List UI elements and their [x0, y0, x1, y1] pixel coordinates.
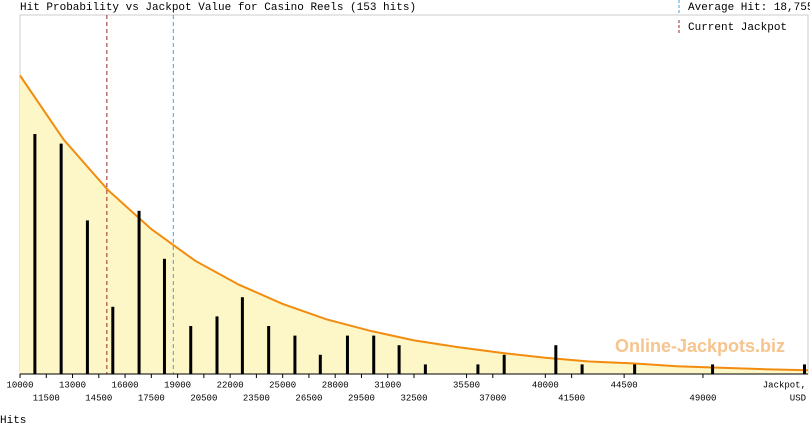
x-tick-label: 32500 [400, 393, 427, 403]
bar [318, 354, 322, 374]
x-tick-label: 35500 [453, 380, 480, 390]
bar [397, 345, 401, 374]
bar [554, 345, 558, 374]
bar [59, 143, 63, 374]
x-tick-label: 41500 [558, 393, 585, 403]
rug-label: Hits [0, 415, 26, 425]
bar [189, 326, 193, 374]
chart-title: Hit Probability vs Jackpot Value for Cas… [20, 2, 416, 14]
legend-label: Average Hit: 18,755 [688, 2, 810, 14]
bar [85, 220, 89, 374]
bar [423, 364, 427, 374]
bar [267, 326, 271, 374]
bar [240, 297, 244, 374]
x-tick-label: 44500 [611, 380, 638, 390]
x-tick-label: 17500 [138, 393, 165, 403]
x-tick-label: 10000 [6, 380, 33, 390]
x-tick-label: 14500 [85, 393, 112, 403]
x-tick-label: 37000 [479, 393, 506, 403]
x-tick-label: 25000 [269, 380, 296, 390]
x-tick-label: 16000 [112, 380, 139, 390]
curve-area [20, 75, 808, 374]
bar [580, 364, 584, 374]
bar [345, 335, 349, 374]
x-axis-label: USD [790, 393, 806, 403]
bar [111, 306, 115, 374]
bar [502, 354, 506, 374]
bar [215, 316, 219, 374]
x-tick-label: 26500 [295, 393, 322, 403]
x-tick-label: 11500 [33, 393, 60, 403]
x-tick-label: 20500 [190, 393, 217, 403]
x-tick-label: 49000 [689, 393, 716, 403]
bar [137, 210, 141, 374]
x-tick-label: 13000 [59, 380, 86, 390]
x-axis-label: Jackpot, [763, 380, 806, 390]
x-tick-label: 22000 [217, 380, 244, 390]
bar [162, 258, 166, 374]
bar [802, 364, 806, 374]
curve-line [19, 74, 809, 372]
x-tick-label: 28000 [322, 380, 349, 390]
x-tick-label: 31000 [374, 380, 401, 390]
x-tick-label: 19000 [164, 380, 191, 390]
x-tick-label: 40000 [532, 380, 559, 390]
bar [372, 335, 376, 374]
bar [293, 335, 297, 374]
bar [476, 364, 480, 374]
watermark: Online-Jackpots.biz [615, 336, 785, 356]
legend-label: Current Jackpot [688, 22, 787, 34]
bar [711, 364, 715, 374]
bar [33, 134, 37, 374]
x-tick-label: 29500 [348, 393, 375, 403]
x-tick-label: 23500 [243, 393, 270, 403]
bar [633, 364, 637, 374]
